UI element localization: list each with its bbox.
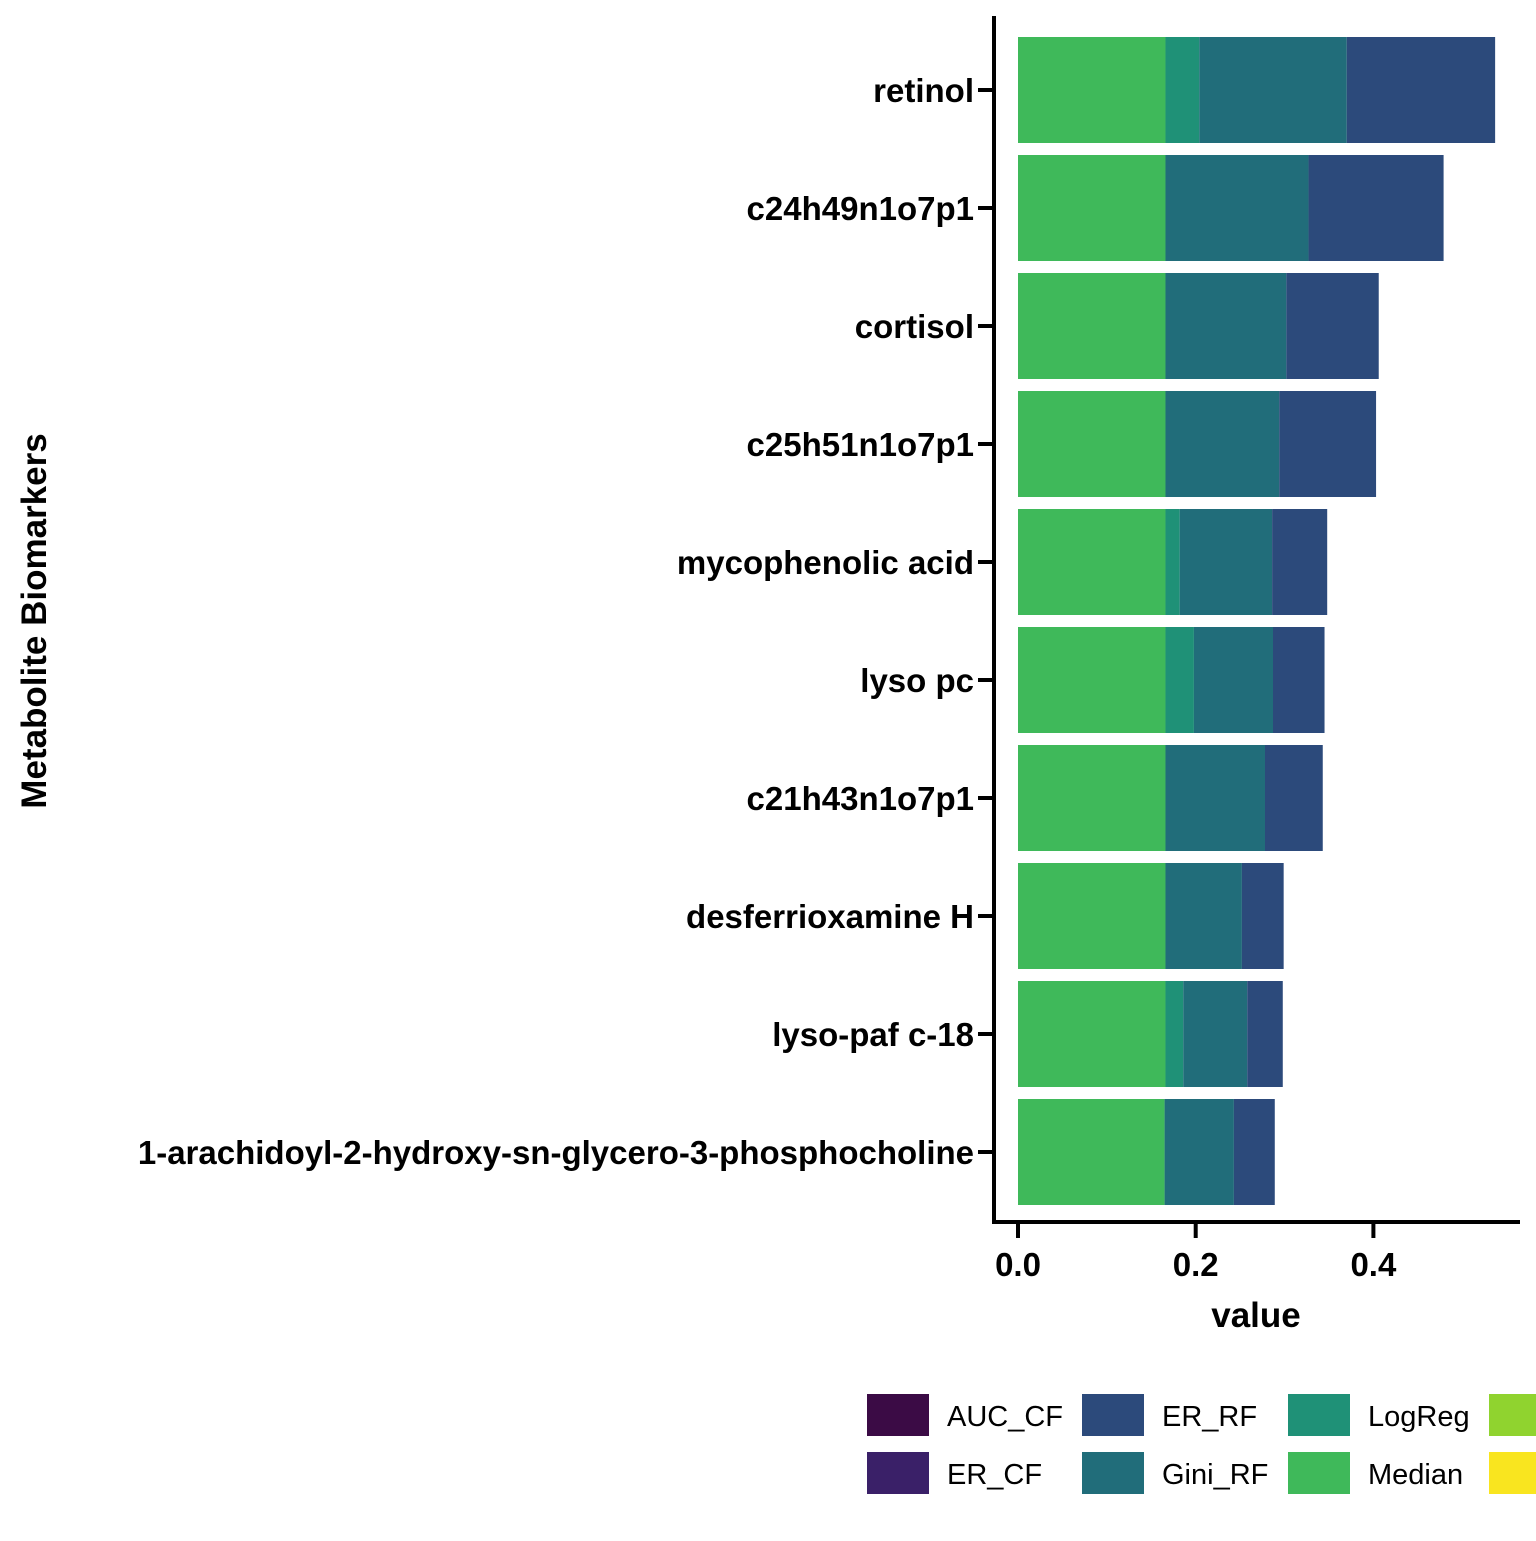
- bar-segment: [1179, 509, 1273, 615]
- y-tick-label: lyso pc: [860, 662, 974, 699]
- bar-segment: [1272, 509, 1328, 615]
- x-tick-label: 0.0: [995, 1246, 1041, 1283]
- bar-segment: [1308, 155, 1444, 261]
- bar-segment: [1265, 745, 1323, 851]
- legend-item: ER_CF: [867, 1452, 1042, 1494]
- legend-item: LogReg: [1288, 1394, 1470, 1436]
- bar-segment: [1018, 745, 1166, 851]
- bar-segment: [1165, 627, 1194, 733]
- x-axis: 0.0 0.2 0.4: [992, 1220, 1520, 1283]
- legend-label: Gini_RF: [1162, 1459, 1268, 1491]
- bar-segment: [1018, 37, 1166, 143]
- x-axis-title: value: [1211, 1296, 1301, 1335]
- legend-label: ER_RF: [1162, 1401, 1257, 1433]
- bar-segment: [1279, 391, 1377, 497]
- bar-segment: [1346, 37, 1496, 143]
- bar-segment: [1183, 981, 1248, 1087]
- legend-swatch: [1082, 1394, 1144, 1436]
- bar-segment: [1193, 627, 1273, 733]
- legend-label: LogReg: [1368, 1401, 1470, 1433]
- bar-segment: [1018, 1099, 1165, 1205]
- bar-segment: [1165, 745, 1266, 851]
- bar-segment: [1165, 391, 1280, 497]
- y-tick-label: c25h51n1o7p1: [747, 426, 974, 463]
- bar-segment: [1018, 273, 1166, 379]
- y-tick-label: retinol: [873, 72, 974, 109]
- y-tick-label: c21h43n1o7p1: [747, 780, 974, 817]
- legend-item: [1489, 1394, 1536, 1436]
- y-axis: retinol c24h49n1o7p1 cortisol c25h51n1o7p1 m…: [138, 16, 996, 1222]
- bar-segment: [1233, 1099, 1275, 1205]
- x-tick-label: 0.2: [1173, 1246, 1219, 1283]
- bar-segment: [1164, 1099, 1234, 1205]
- bar-segment: [1247, 981, 1283, 1087]
- y-tick-label: 1-arachidoyl-2-hydroxy-sn-glycero-3-phos…: [138, 1134, 974, 1171]
- bar-segment: [1018, 509, 1166, 615]
- legend-item: AUC_CF: [867, 1394, 1063, 1436]
- legend-swatch: [867, 1452, 929, 1494]
- bar-segment: [1241, 863, 1284, 969]
- legend-item: Gini_RF: [1082, 1452, 1268, 1494]
- bar-segment: [1018, 391, 1166, 497]
- bar-segment: [1165, 273, 1287, 379]
- legend-label: AUC_CF: [947, 1401, 1063, 1433]
- y-tick-label: desferrioxamine H: [686, 898, 974, 935]
- bar-segment: [1165, 37, 1200, 143]
- bars-layer: [1018, 37, 1496, 1205]
- legend-item: ER_RF: [1082, 1394, 1257, 1436]
- bar-segment: [1165, 155, 1309, 261]
- legend-swatch: [867, 1394, 929, 1436]
- y-tick-label: mycophenolic acid: [677, 544, 974, 581]
- legend-swatch: [1489, 1452, 1536, 1494]
- legend-swatch: [1288, 1452, 1350, 1494]
- x-tick-label: 0.4: [1350, 1246, 1397, 1283]
- legend: AUC_CF ER_CF ER_RF Gini_RF LogReg Median: [867, 1394, 1536, 1494]
- legend-swatch: [1288, 1394, 1350, 1436]
- y-tick-label: cortisol: [855, 308, 974, 345]
- legend-swatch: [1489, 1394, 1536, 1436]
- bar-segment: [1165, 981, 1184, 1087]
- y-tick-label: lyso-paf c-18: [772, 1016, 974, 1053]
- bar-segment: [1018, 155, 1166, 261]
- bar-segment: [1199, 37, 1347, 143]
- legend-swatch: [1082, 1452, 1144, 1494]
- bar-segment: [1165, 863, 1242, 969]
- y-tick-label: c24h49n1o7p1: [747, 190, 974, 227]
- y-axis-title: Metabolite Biomarkers: [15, 433, 54, 808]
- legend-label: Median: [1368, 1459, 1463, 1491]
- legend-item: [1489, 1452, 1536, 1494]
- bar-segment: [1018, 863, 1166, 969]
- bar-segment: [1018, 627, 1166, 733]
- legend-label: ER_CF: [947, 1459, 1042, 1491]
- bar-segment: [1165, 509, 1180, 615]
- bar-segment: [1286, 273, 1379, 379]
- bar-segment: [1272, 627, 1325, 733]
- legend-item: Median: [1288, 1452, 1463, 1494]
- bar-segment: [1018, 981, 1166, 1087]
